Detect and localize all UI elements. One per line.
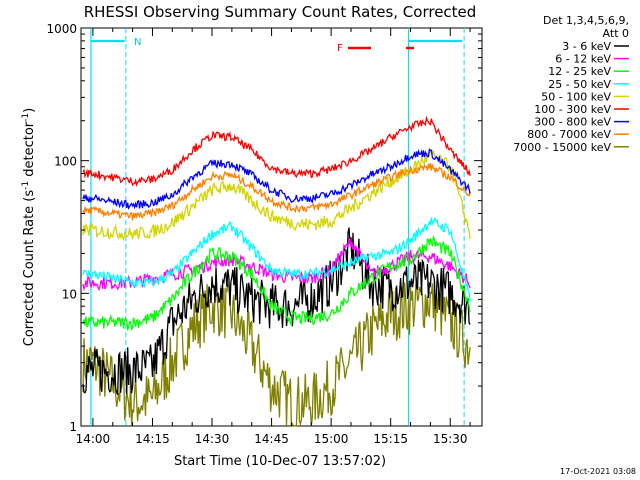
series-group — [82, 115, 471, 427]
legend-label: 3 - 6 keV — [562, 40, 611, 53]
legend-label: 800 - 7000 keV — [527, 128, 611, 141]
legend-label: 50 - 100 keV — [541, 90, 611, 103]
legend-label: 12 - 25 keV — [548, 65, 611, 78]
x-tick-label: 15:30 — [433, 432, 468, 446]
flare-label: F — [337, 43, 343, 54]
night-label: N — [134, 37, 141, 48]
x-tick-label: 14:30 — [195, 432, 230, 446]
footer-timestamp: 17-Oct-2021 03:08 — [560, 467, 636, 476]
y-axis-label-main: Corrected Count Rate (s — [22, 190, 37, 347]
series-line — [82, 115, 471, 188]
x-tick-label: 15:00 — [314, 432, 349, 446]
series-line — [82, 277, 471, 427]
series-line — [82, 147, 471, 211]
x-tick-label: 14:00 — [76, 432, 111, 446]
y-tick-label: 1 — [69, 420, 77, 434]
legend-label: 300 - 800 keV — [534, 116, 611, 129]
y-axis-label-sup2: -1 — [21, 113, 31, 122]
legend-label: 6 - 12 keV — [555, 53, 611, 66]
x-tick-label: 14:45 — [254, 432, 289, 446]
y-axis-label-mid: detector — [22, 121, 37, 181]
legend-label: 25 - 50 keV — [548, 78, 611, 91]
y-axis-label-end: ) — [22, 108, 37, 113]
chart-title: RHESSI Observing Summary Count Rates, Co… — [84, 3, 477, 21]
y-tick-label: 1000 — [46, 22, 77, 36]
legend-label: 7000 - 15000 keV — [513, 141, 611, 154]
plot-frame — [80, 27, 483, 427]
x-tick-label: 14:15 — [135, 432, 170, 446]
legend-header-2: Att 0 — [603, 27, 629, 40]
x-tick-label: 15:15 — [373, 432, 408, 446]
series-line — [82, 162, 471, 221]
y-axis: 1 10 100 1000 — [46, 22, 482, 434]
series-line — [82, 149, 471, 242]
observing-markers — [90, 28, 465, 426]
y-tick-label: 10 — [62, 287, 77, 301]
series-line — [82, 216, 471, 302]
x-axis: 14:00 14:15 14:30 14:45 15:00 15:15 15:30 — [76, 28, 471, 446]
y-tick-label: 100 — [54, 155, 77, 169]
legend-header-1: Det 1,3,4,5,6,9, — [543, 14, 629, 27]
y-axis-label-sup1: -1 — [21, 181, 31, 190]
legend-label: 100 - 300 keV — [534, 103, 611, 116]
x-axis-label: Start Time (10-Dec-07 13:57:02) — [174, 454, 386, 469]
y-axis-label: Corrected Count Rate (s-1 detector-1) — [21, 108, 37, 346]
series-line — [82, 235, 471, 332]
series-line — [82, 227, 471, 396]
